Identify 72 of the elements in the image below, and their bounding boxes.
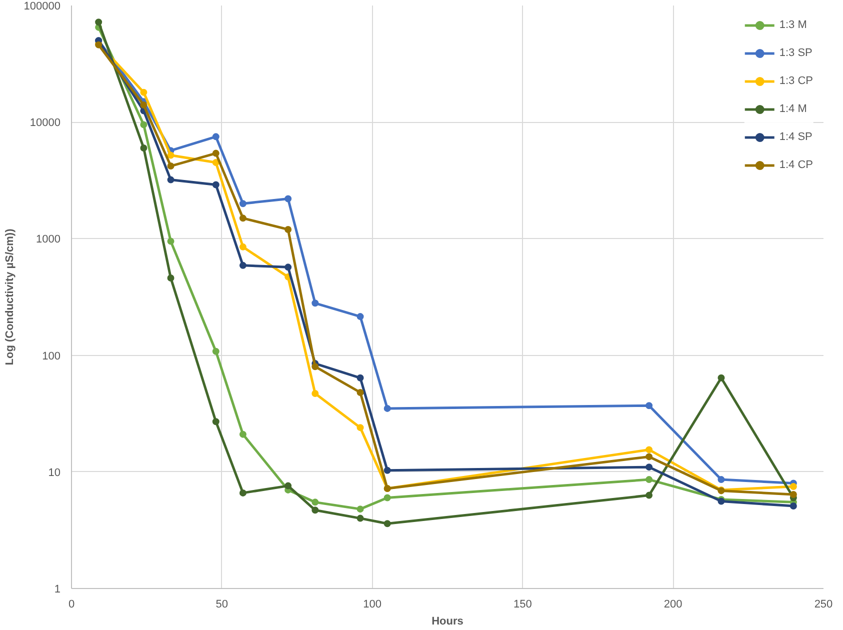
x-tick-label: 100: [363, 598, 382, 610]
point: [284, 195, 292, 202]
point: [212, 418, 220, 426]
point: [239, 214, 246, 222]
point: [312, 390, 319, 398]
point: [646, 476, 653, 484]
point: [646, 492, 653, 499]
point: [284, 226, 292, 233]
point: [239, 243, 246, 250]
y-tick-label: 1: [54, 584, 61, 596]
point: [646, 464, 653, 471]
x-tick-label: 200: [664, 598, 682, 610]
point: [718, 374, 725, 382]
x-tick-label: 150: [514, 598, 532, 610]
point: [239, 200, 246, 208]
y-tick-label: 100000: [24, 0, 61, 12]
y-tick-label: 1000: [36, 234, 61, 246]
point: [239, 262, 246, 269]
legend-label: 1:3 SP: [779, 47, 812, 59]
point: [356, 424, 364, 432]
point: [356, 313, 364, 320]
point: [167, 274, 174, 282]
x-axis-title: Hours: [432, 616, 464, 628]
point: [790, 482, 797, 490]
point: [646, 453, 653, 460]
x-tick-label: 50: [216, 598, 228, 610]
point: [646, 402, 653, 410]
legend-label: 1:4 M: [779, 103, 807, 115]
x-tick-label: 250: [814, 598, 833, 610]
point: [356, 514, 364, 522]
point: [384, 404, 391, 412]
point: [212, 133, 220, 140]
legend-label: 1:4 SP: [779, 131, 812, 143]
point: [212, 348, 220, 355]
point: [212, 159, 220, 166]
point: [212, 181, 220, 188]
point: [140, 88, 148, 96]
point: [95, 18, 102, 26]
point: [312, 506, 319, 514]
point: [718, 476, 725, 484]
x-tick-label: 0: [68, 598, 75, 610]
legend-label: 1:4 CP: [779, 159, 813, 171]
point: [167, 176, 174, 184]
point: [140, 121, 148, 128]
point: [384, 466, 391, 474]
point: [167, 152, 174, 159]
point: [384, 494, 391, 502]
point: [384, 520, 391, 528]
point: [284, 482, 292, 490]
point: [212, 150, 220, 157]
point: [239, 489, 246, 496]
y-tick-label: 100: [42, 350, 61, 362]
point: [312, 498, 319, 506]
point: [140, 144, 148, 152]
point: [790, 502, 797, 510]
point: [356, 388, 364, 396]
y-tick-label: 10000: [30, 117, 61, 130]
point: [167, 162, 174, 170]
y-axis-title: Log (Conductivity µS/cm)): [4, 228, 16, 366]
legend-label: 1:3 M: [779, 19, 807, 31]
point: [790, 491, 797, 498]
point: [312, 300, 319, 307]
point: [312, 363, 319, 370]
point: [356, 374, 364, 382]
point: [167, 238, 174, 245]
point: [284, 264, 292, 271]
y-tick-label: 10: [48, 466, 61, 479]
point: [239, 430, 246, 438]
point: [140, 102, 148, 109]
point: [646, 446, 653, 454]
legend-label: 1:3 CP: [779, 75, 813, 87]
point: [356, 506, 364, 513]
